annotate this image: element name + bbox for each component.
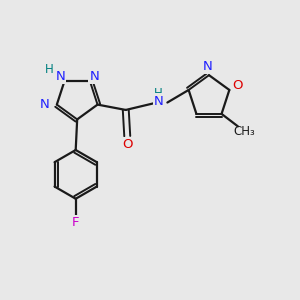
Text: O: O [122, 138, 133, 151]
Text: N: N [55, 70, 65, 83]
Text: N: N [40, 98, 50, 111]
Text: N: N [154, 94, 163, 107]
Text: N: N [89, 70, 99, 83]
Text: H: H [154, 87, 163, 100]
Text: H: H [45, 63, 54, 76]
Text: N: N [202, 60, 212, 74]
Text: O: O [232, 79, 243, 92]
Text: F: F [72, 216, 80, 229]
Text: CH₃: CH₃ [234, 125, 255, 138]
